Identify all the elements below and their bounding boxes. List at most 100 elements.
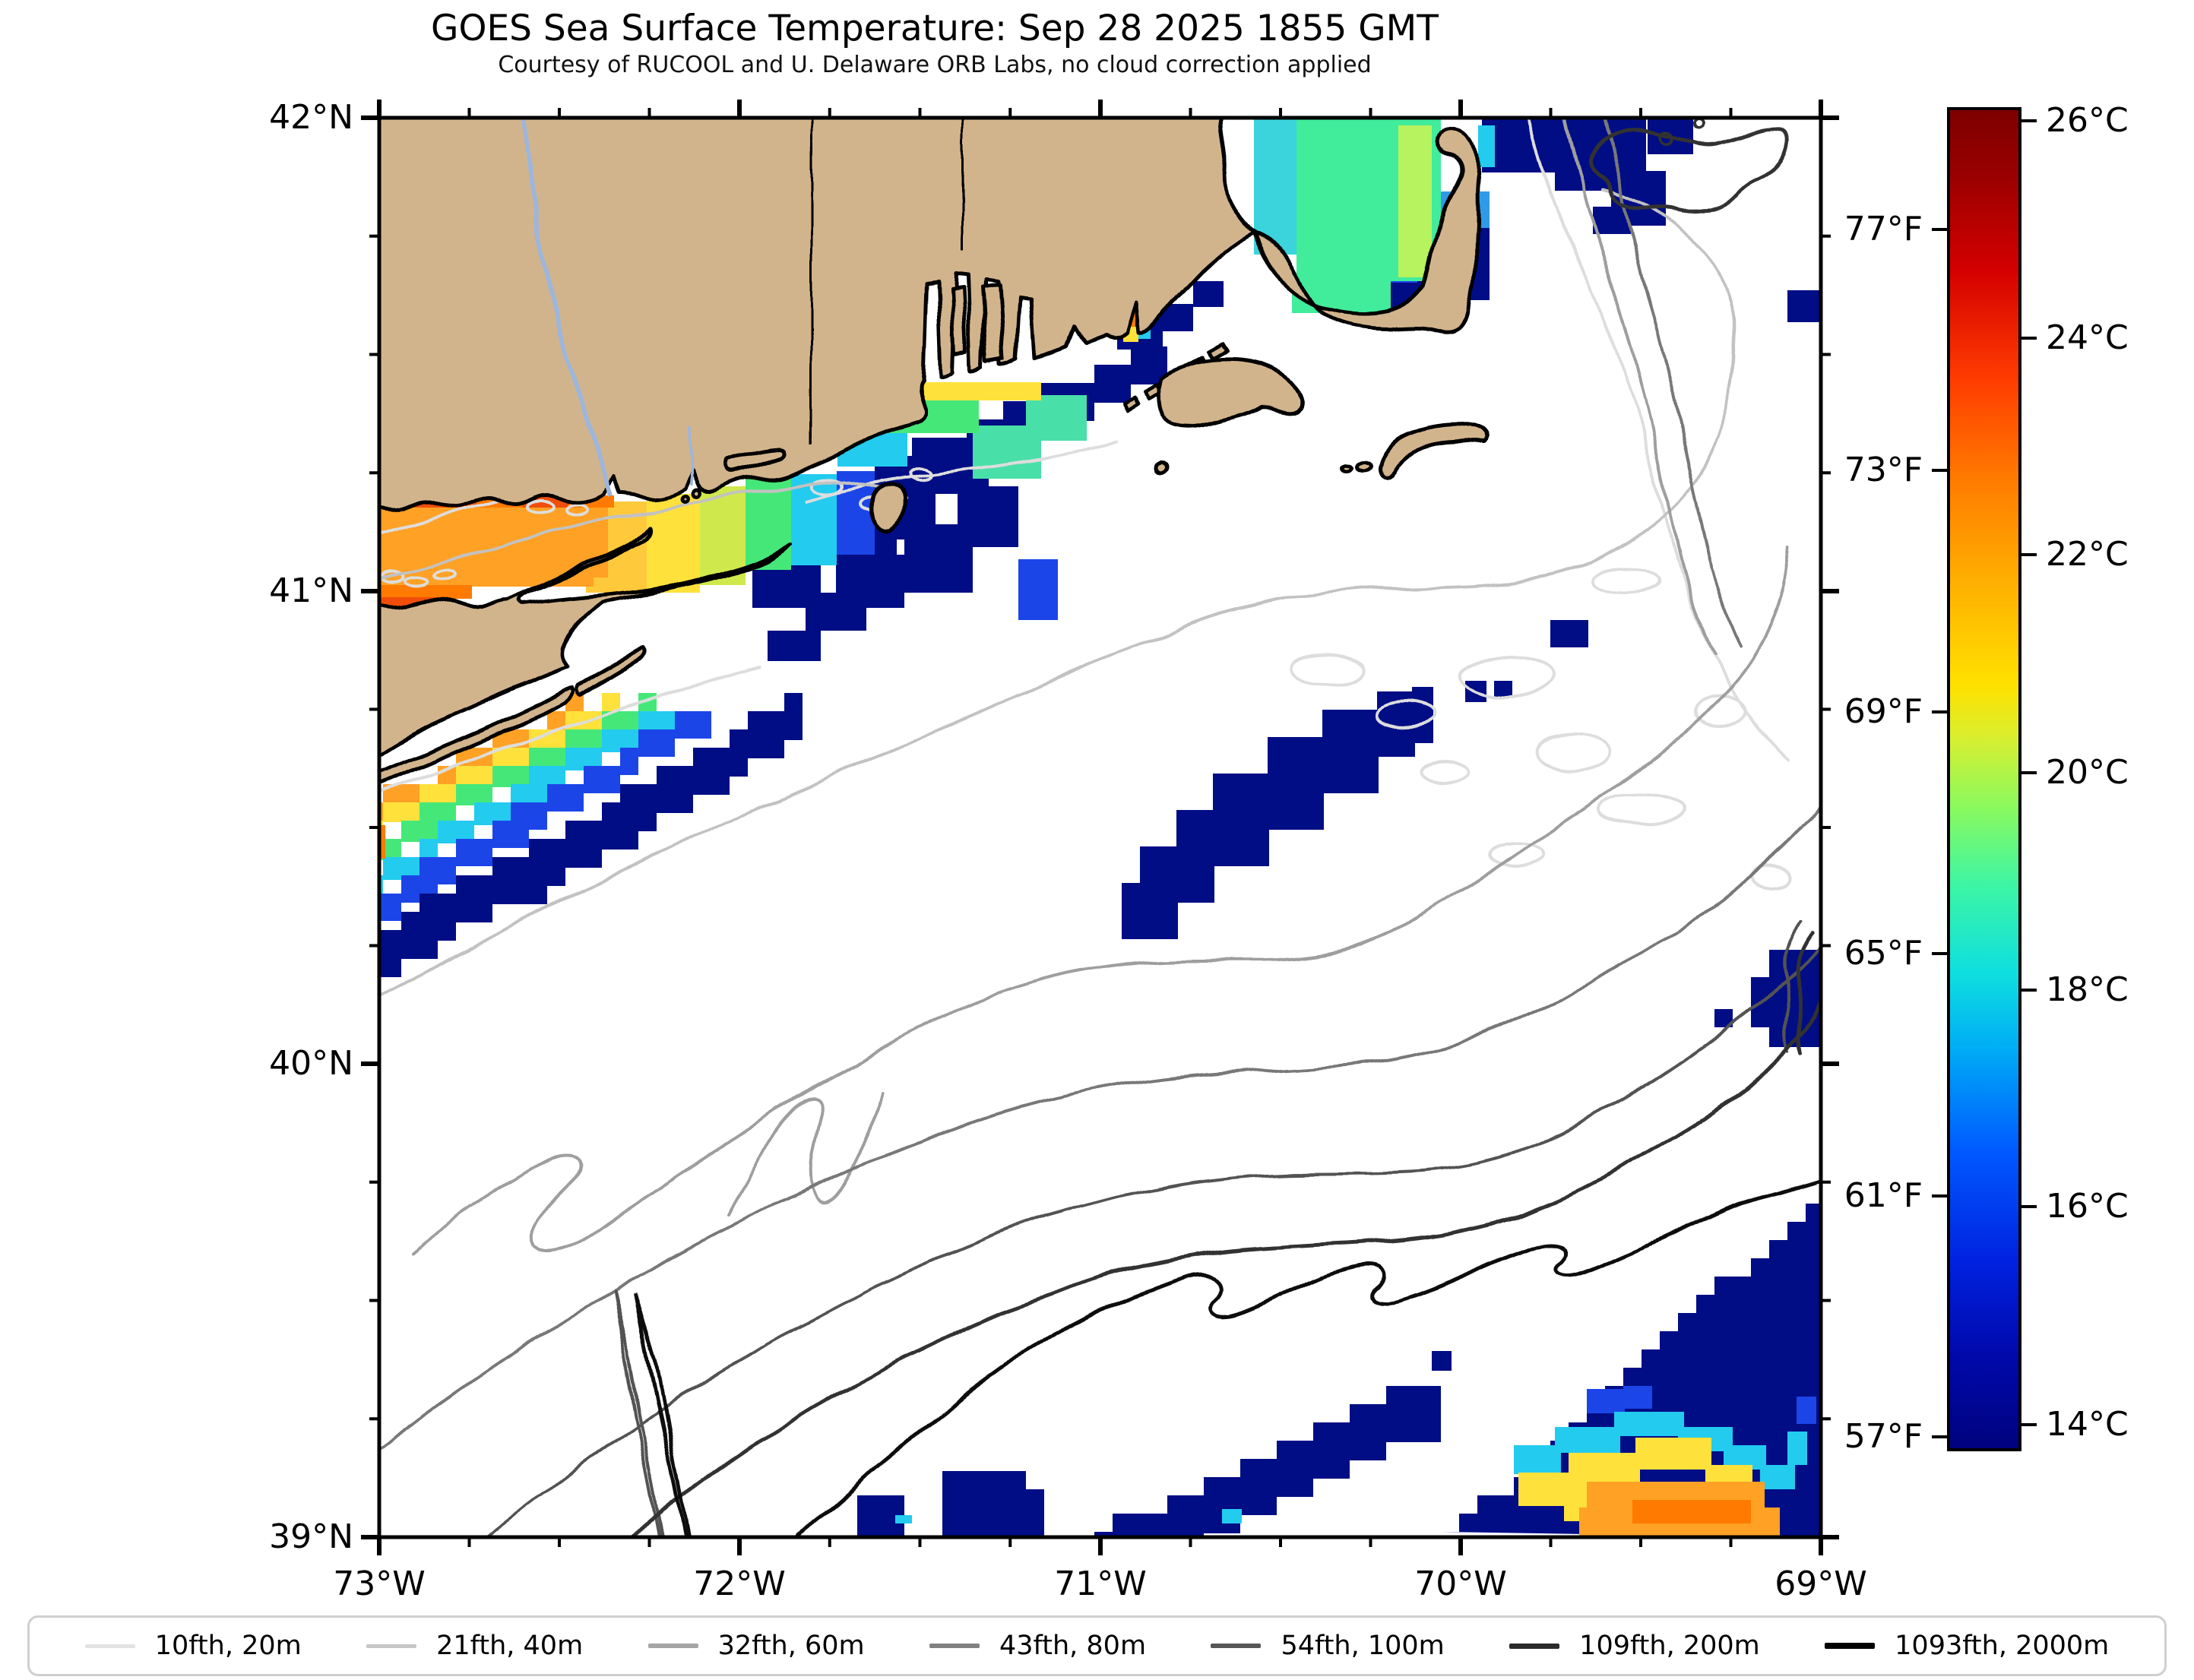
colorbar-fahrenheit-label: 57°F bbox=[1844, 1416, 1923, 1456]
legend-item: 109fth, 200m bbox=[1509, 1631, 1760, 1661]
sst-band-cell bbox=[1386, 1386, 1404, 1442]
sst-cell bbox=[988, 1489, 1044, 1537]
sst-cell bbox=[958, 486, 1018, 547]
sst-band-cell bbox=[693, 748, 711, 795]
axes-frame bbox=[361, 100, 1839, 1555]
sst-band-cell bbox=[584, 821, 602, 868]
sst-cell bbox=[1614, 1412, 1684, 1436]
contour-40m-sound bbox=[379, 479, 906, 579]
colorbar-celsius-tick bbox=[2021, 989, 2037, 992]
contour-60m-fork bbox=[727, 1093, 883, 1217]
sst-band-cell bbox=[511, 802, 529, 830]
contour-20m-shoal bbox=[1535, 732, 1611, 772]
sst-band-cell bbox=[748, 711, 766, 758]
sst-band-cell bbox=[711, 748, 730, 795]
contour-80m-bundle bbox=[1602, 118, 1742, 647]
mainland-newengland bbox=[379, 118, 1256, 511]
sst-band-cell bbox=[438, 821, 456, 843]
sst-cell bbox=[1555, 1427, 1620, 1453]
x-minor-tick bbox=[1008, 1537, 1012, 1547]
sst-cell bbox=[1222, 1509, 1242, 1523]
sst-band-cell bbox=[784, 693, 803, 740]
colorbar-celsius-tick bbox=[2021, 119, 2037, 122]
sst-band-cell bbox=[602, 729, 620, 752]
sst-band-cell bbox=[1277, 1441, 1295, 1497]
sst-band-cell bbox=[401, 912, 419, 959]
x-minor-tick bbox=[647, 1537, 651, 1547]
x-minor-tick bbox=[1729, 1537, 1733, 1547]
contour-20m-shoal bbox=[1695, 694, 1747, 727]
fishers-island bbox=[725, 448, 787, 475]
y-major-tick bbox=[361, 589, 379, 593]
sst-cell bbox=[1514, 1445, 1561, 1474]
sst-band-cell bbox=[383, 802, 401, 822]
x-minor-tick bbox=[1279, 108, 1282, 118]
colorbar-fahrenheit-tick bbox=[1932, 1194, 1947, 1198]
sst-band-cell bbox=[638, 729, 657, 757]
legend-contour-line-sample bbox=[929, 1644, 980, 1648]
sst-band-cell bbox=[730, 729, 748, 777]
sst-band-cell bbox=[620, 784, 638, 831]
sst-colorbar bbox=[1947, 107, 2021, 1451]
sst-cell bbox=[768, 631, 821, 661]
contour-200m-wiggle bbox=[1794, 931, 1815, 1055]
figure-subtitle: Courtesy of RUCOOL and U. Delaware ORB L… bbox=[498, 52, 1372, 78]
sst-band-cell bbox=[419, 857, 438, 884]
sst-band-cell bbox=[675, 766, 693, 813]
sst-band-cell bbox=[565, 821, 584, 868]
x-major-tick bbox=[1458, 1537, 1463, 1555]
x-minor-tick bbox=[1549, 108, 1553, 118]
sst-band-cell bbox=[1167, 1495, 1186, 1537]
sst-cell bbox=[1797, 1397, 1816, 1424]
x-minor-tick bbox=[1549, 1537, 1553, 1547]
sst-band-cell bbox=[1113, 1514, 1131, 1537]
legend-item-label: 32fth, 60m bbox=[717, 1631, 865, 1661]
sst-band-cell bbox=[456, 784, 474, 805]
sst-cell bbox=[379, 585, 472, 599]
colorbar-fahrenheit-label: 77°F bbox=[1844, 209, 1923, 248]
sst-band-cell bbox=[529, 766, 547, 789]
contour-20m-blob bbox=[403, 574, 430, 587]
legend-item-label: 54fth, 100m bbox=[1281, 1631, 1445, 1661]
contour-2000m-canyon bbox=[632, 1295, 690, 1537]
sst-cell bbox=[1635, 1438, 1711, 1470]
colorbar-celsius-label: 26°C bbox=[2046, 100, 2129, 140]
contour-2000m bbox=[796, 1178, 1821, 1537]
x-minor-tick bbox=[1369, 1537, 1372, 1547]
legend-contour-line-sample bbox=[647, 1644, 698, 1648]
contour-20m-shoal bbox=[1376, 701, 1436, 728]
contour-60m-shelf bbox=[409, 546, 1791, 1255]
x-minor-tick bbox=[1189, 108, 1192, 118]
sst-cell bbox=[746, 479, 791, 570]
legend-contour-line-sample bbox=[1825, 1643, 1876, 1649]
sst-band-cell bbox=[1131, 346, 1149, 384]
sst-band-cell bbox=[529, 802, 547, 830]
colorbar-fahrenheit-label: 73°F bbox=[1844, 450, 1923, 489]
sst-band-cell bbox=[620, 748, 638, 775]
colorbar-fahrenheit-tick bbox=[1932, 710, 1947, 714]
nantucket bbox=[1377, 422, 1487, 482]
y-minor-tick bbox=[1821, 826, 1831, 829]
sst-band-cell bbox=[602, 766, 620, 793]
conanicut-island bbox=[949, 286, 969, 355]
sst-band-cell bbox=[438, 894, 456, 941]
sst-cell bbox=[1787, 290, 1821, 322]
sst-cell bbox=[1377, 691, 1415, 729]
x-tick-label: 71°W bbox=[1054, 1565, 1147, 1603]
legend-item-label: 43fth, 80m bbox=[999, 1631, 1147, 1661]
sst-cell bbox=[916, 382, 1041, 400]
x-major-tick bbox=[1819, 100, 1823, 118]
sst-band-cell bbox=[383, 894, 401, 921]
y-minor-tick bbox=[369, 471, 379, 475]
x-minor-tick bbox=[647, 108, 651, 118]
x-tick-label: 73°W bbox=[333, 1565, 426, 1603]
sst-band-cell bbox=[1295, 1441, 1313, 1497]
y-minor-tick bbox=[369, 353, 379, 356]
x-major-tick bbox=[377, 1537, 381, 1555]
x-minor-tick bbox=[1279, 1537, 1282, 1547]
sst-band-cell bbox=[584, 729, 602, 751]
sst-band-cell bbox=[1404, 1386, 1423, 1442]
sst-band-cell bbox=[565, 784, 584, 812]
contour-100m-canyon bbox=[611, 1291, 663, 1537]
y-major-tick bbox=[1821, 115, 1839, 120]
